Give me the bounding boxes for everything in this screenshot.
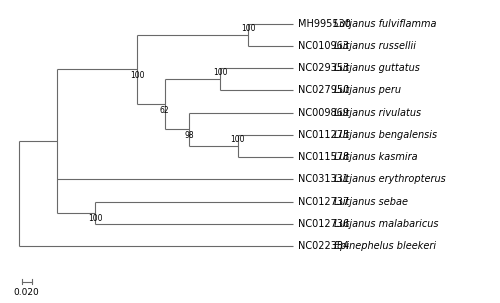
Text: Lutjanus rivulatus: Lutjanus rivulatus — [334, 108, 420, 118]
Text: 100: 100 — [130, 71, 144, 80]
Text: Epinephelus bleekeri: Epinephelus bleekeri — [334, 241, 436, 251]
Text: NC012736: NC012736 — [298, 219, 352, 229]
Text: NC011275: NC011275 — [298, 130, 352, 140]
Text: NC011578: NC011578 — [298, 152, 352, 162]
Text: 62: 62 — [160, 106, 170, 115]
Text: NC012737: NC012737 — [298, 197, 352, 207]
Text: Lutjanus bengalensis: Lutjanus bengalensis — [334, 130, 436, 140]
Text: 100: 100 — [241, 24, 256, 33]
Text: Lutjanus sebae: Lutjanus sebae — [334, 197, 407, 207]
Text: 100: 100 — [230, 135, 245, 144]
Text: 98: 98 — [184, 131, 194, 140]
Text: 100: 100 — [88, 215, 102, 223]
Text: Lutjanus russellii: Lutjanus russellii — [334, 41, 415, 51]
Text: Lutjanus fulviflamma: Lutjanus fulviflamma — [334, 18, 436, 28]
Text: NC010963: NC010963 — [298, 41, 352, 51]
Text: NC022384: NC022384 — [298, 241, 352, 251]
Text: NC029353: NC029353 — [298, 63, 352, 73]
Text: 100: 100 — [213, 68, 228, 78]
Text: Lutjanus kasmira: Lutjanus kasmira — [334, 152, 417, 162]
Text: MH995530: MH995530 — [298, 18, 354, 28]
Text: NC027950: NC027950 — [298, 85, 352, 95]
Text: Lutjanus erythropterus: Lutjanus erythropterus — [334, 174, 446, 184]
Text: NC031331: NC031331 — [298, 174, 352, 184]
Text: 0.020: 0.020 — [14, 288, 40, 297]
Text: Lutjanus guttatus: Lutjanus guttatus — [334, 63, 420, 73]
Text: Lutjanus peru: Lutjanus peru — [334, 85, 400, 95]
Text: NC009869: NC009869 — [298, 108, 352, 118]
Text: Lutjanus malabaricus: Lutjanus malabaricus — [334, 219, 438, 229]
